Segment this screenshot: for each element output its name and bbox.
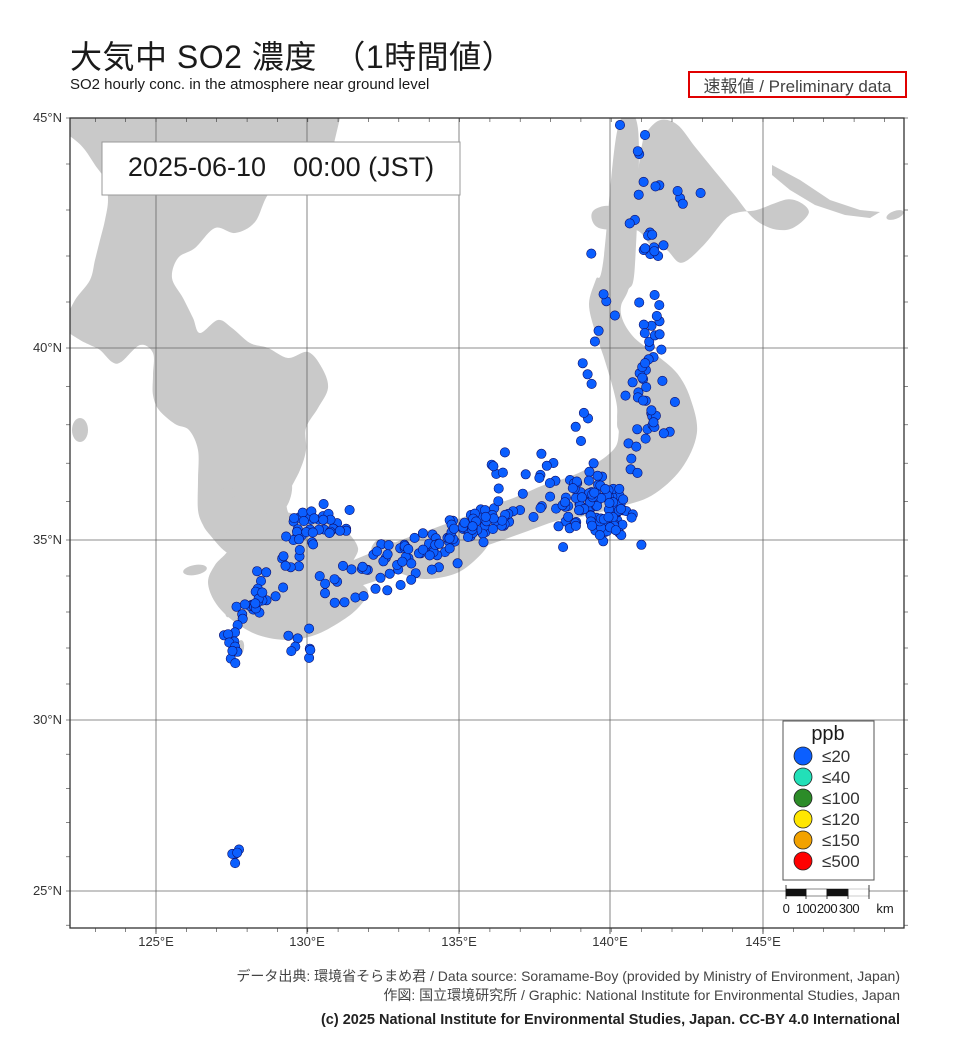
svg-text:200: 200 [817,901,837,916]
svg-text:135°E: 135°E [441,934,477,949]
svg-text:0: 0 [783,901,790,916]
svg-text:30°N: 30°N [33,712,62,727]
svg-text:100: 100 [796,901,816,916]
svg-text:300: 300 [839,901,859,916]
svg-text:≤100: ≤100 [822,789,860,808]
svg-text:45°N: 45°N [33,110,62,125]
svg-text:140°E: 140°E [592,934,628,949]
svg-text:ppb: ppb [811,723,844,745]
svg-text:≤500: ≤500 [822,852,860,871]
svg-text:≤40: ≤40 [822,768,850,787]
svg-text:145°E: 145°E [745,934,781,949]
svg-text:25°N: 25°N [33,883,62,898]
svg-text:2025-06-10 00:00 (JST): 2025-06-10 00:00 (JST) [128,152,434,182]
svg-text:≤150: ≤150 [822,831,860,850]
svg-text:km: km [876,901,893,916]
svg-text:35°N: 35°N [33,532,62,547]
svg-text:130°E: 130°E [289,934,325,949]
svg-text:125°E: 125°E [138,934,174,949]
svg-text:≤20: ≤20 [822,747,850,766]
svg-text:40°N: 40°N [33,340,62,355]
svg-text:≤120: ≤120 [822,810,860,829]
